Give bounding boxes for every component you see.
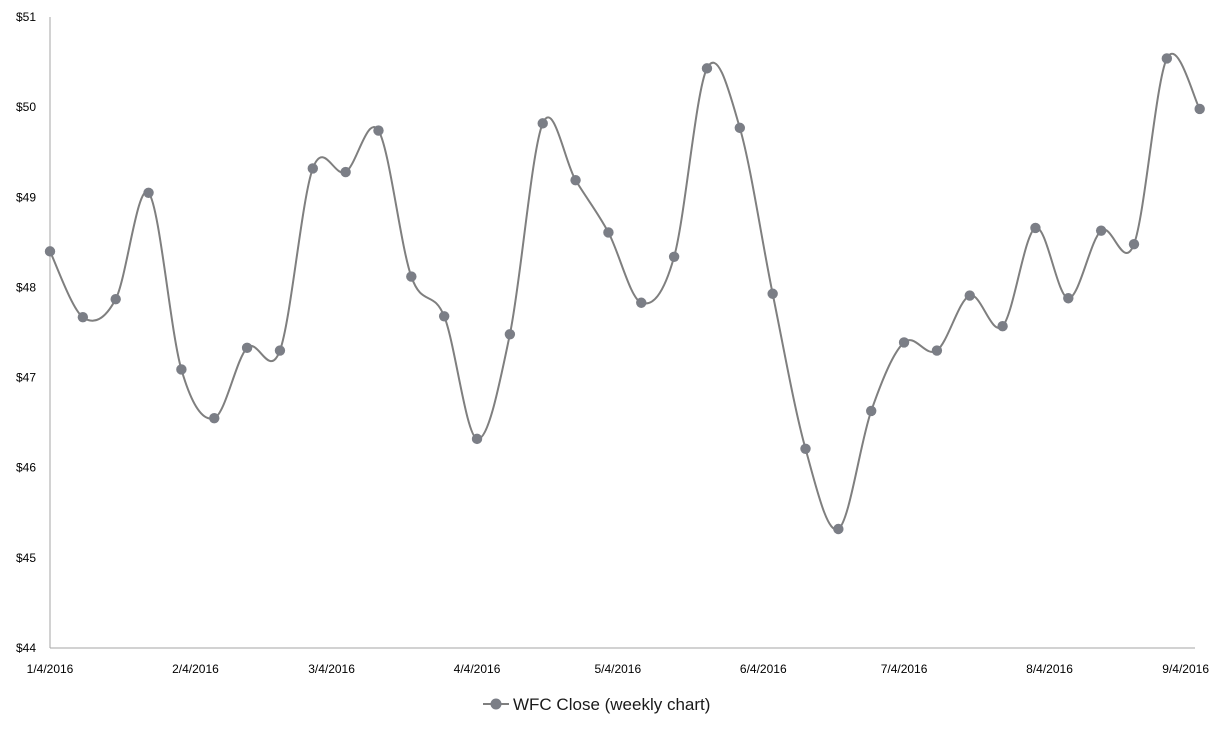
data-point <box>734 122 746 134</box>
y-tick-label: $47 <box>16 371 36 385</box>
data-point <box>77 311 89 323</box>
legend-label: WFC Close (weekly chart) <box>513 695 710 714</box>
legend: WFC Close (weekly chart) <box>483 695 710 714</box>
y-tick-label: $46 <box>16 461 36 475</box>
data-point <box>1030 222 1041 234</box>
data-point <box>406 271 417 282</box>
data-point <box>636 297 647 308</box>
data-point <box>997 320 1008 332</box>
data-point <box>176 364 187 375</box>
series-layer <box>44 52 1205 535</box>
data-point <box>1095 225 1107 236</box>
x-tick-label: 1/4/2016 <box>27 662 74 676</box>
y-axis-ticks: $44 $45 $46 $47 $48 $49 $50 $51 <box>16 10 36 655</box>
data-point <box>767 288 778 299</box>
data-point <box>1194 103 1205 115</box>
data-point <box>603 227 614 238</box>
x-tick-label: 2/4/2016 <box>172 662 219 676</box>
data-point <box>471 433 483 445</box>
data-point <box>307 163 318 174</box>
data-point <box>866 405 877 417</box>
data-point <box>340 166 351 178</box>
data-point <box>44 246 56 257</box>
data-point <box>800 443 811 454</box>
x-tick-label: 5/4/2016 <box>594 662 641 676</box>
y-tick-label: $51 <box>16 10 36 24</box>
data-point <box>504 329 516 340</box>
data-point <box>274 345 286 356</box>
data-point <box>209 412 220 424</box>
y-tick-label: $49 <box>16 190 36 204</box>
x-tick-label: 4/4/2016 <box>454 662 501 676</box>
data-point <box>931 345 943 356</box>
data-point <box>898 337 910 348</box>
data-point <box>438 311 450 322</box>
data-point <box>1128 238 1140 250</box>
data-point <box>964 290 975 301</box>
legend-marker-icon <box>490 698 502 710</box>
y-tick-label: $45 <box>16 551 36 565</box>
data-point <box>241 342 253 354</box>
x-tick-label: 6/4/2016 <box>740 662 787 676</box>
chart-axes <box>49 17 1195 649</box>
x-tick-label: 8/4/2016 <box>1026 662 1073 676</box>
wfc-close-series-line <box>49 52 1201 531</box>
data-point <box>701 63 713 74</box>
data-point <box>833 523 844 535</box>
x-tick-label: 7/4/2016 <box>881 662 928 676</box>
data-point <box>110 293 121 305</box>
data-point <box>570 174 581 186</box>
x-tick-label: 3/4/2016 <box>308 662 355 676</box>
y-tick-label: $44 <box>16 641 36 655</box>
data-point <box>1161 53 1173 64</box>
data-point <box>373 125 384 136</box>
data-point <box>668 251 680 262</box>
data-point <box>143 187 154 198</box>
x-tick-label: 9/4/2016 <box>1162 662 1209 676</box>
y-tick-label: $50 <box>16 100 36 114</box>
y-tick-label: $48 <box>16 280 36 294</box>
data-point <box>1063 293 1074 304</box>
x-axis-ticks: 1/4/2016 2/4/2016 3/4/2016 4/4/2016 5/4/2016… <box>27 662 1210 676</box>
data-point <box>537 118 548 129</box>
